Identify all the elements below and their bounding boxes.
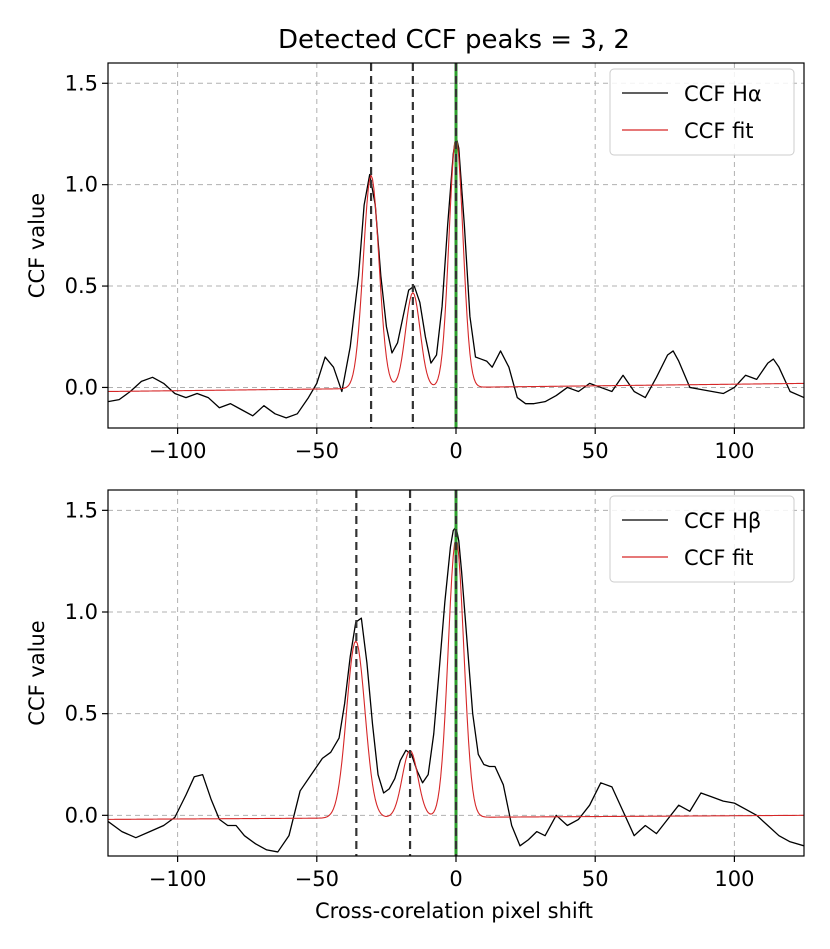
x-tick-label: −50 <box>295 867 339 891</box>
figure-x-axis-label: Cross-corelation pixel shift <box>315 899 593 923</box>
legend: CCF Hα CCF fit <box>609 68 795 156</box>
x-tick-label: −50 <box>295 439 339 463</box>
y-tick-label: 0.5 <box>65 274 98 298</box>
legend-box <box>609 495 795 583</box>
h-alpha-panel: −100 −50 0 50 100 0.0 0.5 1.0 1.5 CCF value CCF Hα… <box>25 62 805 463</box>
y-tick-label: 0.0 <box>65 375 98 399</box>
y-tick-label: 1.0 <box>65 600 98 624</box>
x-tick-label: 0 <box>449 439 462 463</box>
legend-box <box>609 68 795 156</box>
x-tick-label: 50 <box>582 439 609 463</box>
legend-label: CCF fit <box>684 546 754 570</box>
legend: CCF Hβ CCF fit <box>609 495 795 583</box>
y-tick-label: 0.5 <box>65 702 98 726</box>
y-tick-label: 1.5 <box>65 71 98 95</box>
legend-label: CCF fit <box>684 119 754 143</box>
y-axis-label: CCF value <box>25 193 49 298</box>
h-beta-panel: −100 −50 0 50 100 0.0 0.5 1.0 1.5 CCF value CCF Hβ… <box>25 489 805 891</box>
x-tick-label: −100 <box>149 867 207 891</box>
ccf-data-line <box>108 525 804 853</box>
x-tick-label: −100 <box>149 439 207 463</box>
figure-title: Detected CCF peaks = 3, 2 <box>278 25 630 55</box>
legend-label: CCF Hβ <box>684 509 761 533</box>
x-tick-label: 100 <box>714 867 754 891</box>
x-tick-label: 100 <box>714 439 754 463</box>
ccf-data-line <box>108 135 804 419</box>
x-tick-label: 0 <box>449 867 462 891</box>
y-axis-label: CCF value <box>25 620 49 725</box>
legend-label: CCF Hα <box>684 82 762 106</box>
y-tick-label: 1.0 <box>65 173 98 197</box>
y-tick-label: 1.5 <box>65 498 98 522</box>
y-tick-label: 0.0 <box>65 803 98 827</box>
x-tick-label: 50 <box>582 867 609 891</box>
